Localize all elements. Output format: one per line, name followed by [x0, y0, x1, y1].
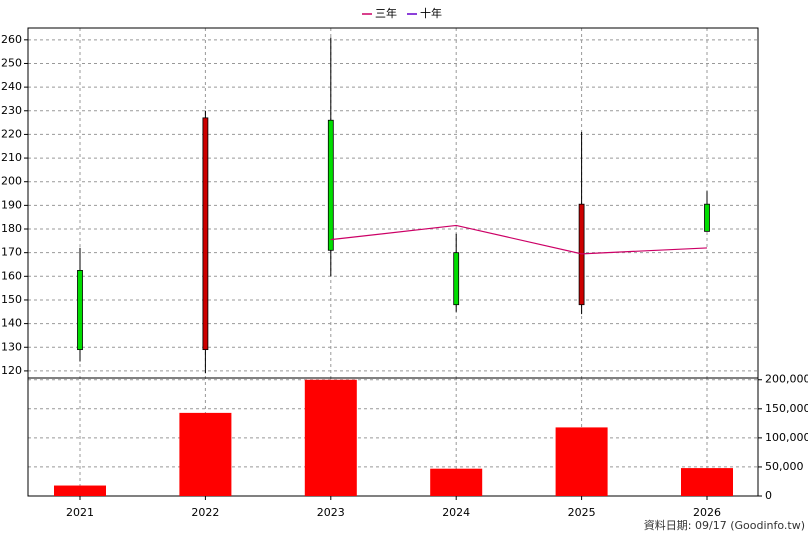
candle-body: [202, 117, 209, 351]
y-tick-label: 210: [1, 151, 22, 164]
legend-label: 十年: [420, 6, 442, 20]
y-tick-label: 250: [1, 56, 22, 69]
x-tick-label: 2026: [693, 506, 721, 519]
y-tick-label: 170: [1, 246, 22, 259]
x-tick-label: 2021: [66, 506, 94, 519]
x-tick-label: 2024: [442, 506, 470, 519]
volume-bar: [430, 468, 483, 496]
y-tick-label: 190: [1, 198, 22, 211]
legend-label: 三年: [375, 6, 397, 20]
y2-tick-label: 200,000: [765, 373, 808, 386]
y-tick-label: 220: [1, 127, 22, 140]
y-tick-label: 150: [1, 293, 22, 306]
y-tick-label: 260: [1, 33, 22, 46]
plot-frame: [27, 27, 759, 497]
x-tick-label: 2025: [568, 506, 596, 519]
y2-tick-label: 100,000: [765, 431, 808, 444]
volume-bar: [681, 468, 733, 496]
y-tick-label: 200: [1, 175, 22, 188]
y-tick-label: 160: [1, 269, 22, 282]
candle-body: [77, 269, 83, 351]
volume-bar: [179, 412, 232, 496]
candle-body: [327, 119, 334, 251]
y-tick-label: 140: [1, 317, 22, 330]
x-tick-label: 2023: [317, 506, 345, 519]
y2-tick-label: 0: [765, 489, 772, 502]
volume-bar: [555, 427, 608, 496]
volume-bar: [304, 379, 357, 496]
y-tick-label: 130: [1, 340, 22, 353]
x-tick-label: 2022: [191, 506, 219, 519]
y-tick-label: 230: [1, 104, 22, 117]
line-series: [330, 224, 708, 255]
candle-body: [704, 203, 710, 232]
y2-tick-label: 50,000: [765, 460, 804, 473]
y-tick-label: 240: [1, 80, 22, 93]
y-tick-label: 120: [1, 364, 22, 377]
y-tick-label: 180: [1, 222, 22, 235]
volume-bar: [54, 485, 106, 496]
y2-tick-label: 150,000: [765, 402, 808, 415]
candle-body: [453, 252, 460, 306]
source-note: 資料日期: 09/17 (Goodinfo.tw): [644, 518, 805, 532]
